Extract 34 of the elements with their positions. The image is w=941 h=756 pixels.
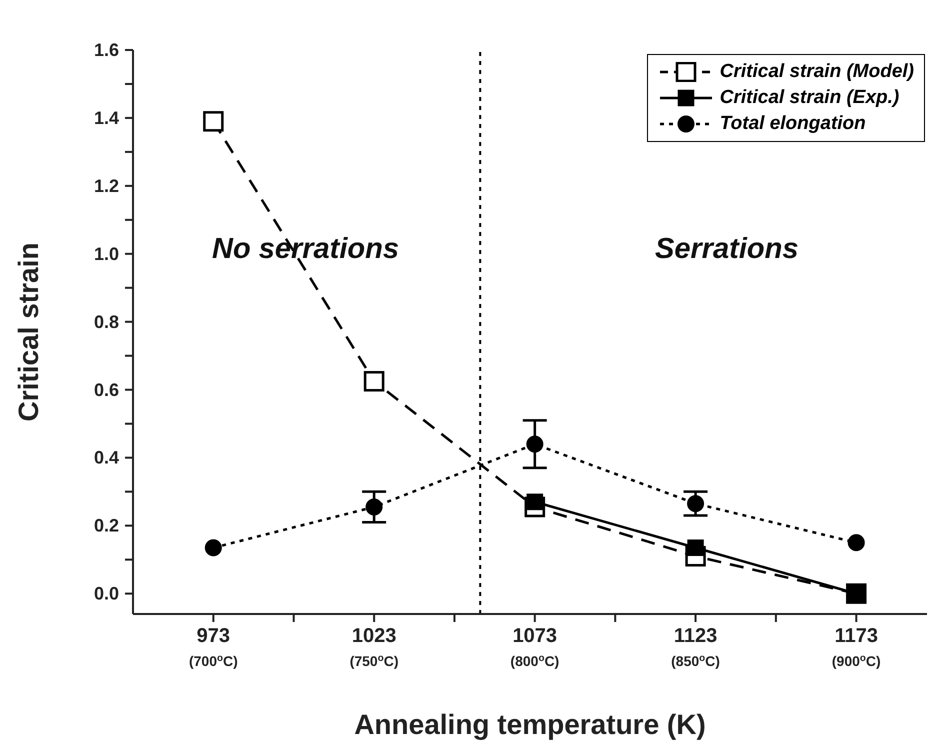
y-axis-title: Critical strain [12, 242, 44, 422]
x-tick-label: 1023 [352, 625, 396, 647]
point [203, 111, 224, 132]
y-tick-label: 1.4 [94, 108, 119, 128]
annotation: No serrations [212, 233, 399, 266]
y-tick-label: 1.0 [94, 244, 119, 264]
point [366, 498, 383, 516]
y-tick-label: 0.0 [94, 584, 119, 604]
x-axis-title: Annealing temperature (K) [354, 709, 706, 740]
x-tick-label: 1073 [512, 625, 558, 647]
y-tick-label: 0.8 [94, 312, 119, 332]
x2-tick-label: (850$^{o}$C) [671, 652, 720, 669]
point [364, 371, 384, 392]
point [687, 495, 704, 512]
legend-label: Critical strain (Model) [720, 61, 914, 83]
legend-label: Critical strain (Exp.) [720, 87, 900, 109]
x2-tick-label: (700$^{o}$C) [188, 652, 238, 669]
y-tick-label: 0.4 [94, 448, 119, 468]
annotation: Serrations [655, 233, 798, 266]
x2-tick-label: (800$^{o}$C) [510, 652, 560, 669]
x-tick-label: 1123 [674, 625, 718, 647]
point [204, 539, 222, 556]
x-tick-label: 973 [196, 625, 230, 647]
y-tick-label: 1.6 [94, 40, 119, 60]
point [526, 436, 544, 453]
x-tick-label: 1173 [834, 625, 878, 647]
x2-tick-label: (900$^{o}$C) [832, 652, 881, 669]
y-tick-label: 0.2 [94, 516, 119, 536]
legend-label: Total elongation [720, 113, 866, 135]
point [848, 534, 865, 552]
y-tick-label: 1.2 [94, 176, 119, 196]
x2-tick-label: (750$^{o}$C) [350, 652, 398, 669]
point [687, 539, 704, 556]
y-tick-label: 0.6 [94, 380, 119, 400]
